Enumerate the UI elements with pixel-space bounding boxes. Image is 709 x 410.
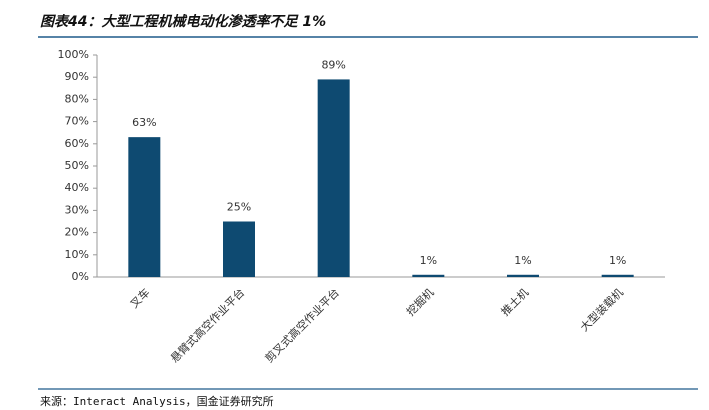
value-label: 25% — [227, 201, 251, 214]
bar — [412, 274, 445, 277]
value-label: 63% — [132, 116, 156, 129]
bar — [317, 79, 350, 277]
x-tick-label: 叉车 — [127, 285, 152, 310]
bar — [601, 274, 634, 277]
chart-title: 图表44：大型工程机械电动化渗透率不足 1% — [40, 13, 326, 30]
y-tick-label: 70% — [65, 115, 89, 128]
x-tick-label: 悬臂式高空作业平台 — [167, 285, 247, 365]
bar — [128, 137, 161, 277]
y-tick-label: 60% — [65, 137, 89, 150]
y-tick-label: 30% — [65, 203, 89, 216]
bar — [223, 221, 255, 277]
y-tick-label: 0% — [72, 270, 89, 283]
value-label: 1% — [420, 254, 437, 267]
x-tick-label: 推土机 — [498, 285, 531, 318]
source: 来源：Interact Analysis，国金证券研究所 — [40, 394, 274, 408]
x-tick-label: 挖掘机 — [403, 285, 436, 318]
y-tick-label: 40% — [65, 181, 89, 194]
x-tick-label: 剪叉式高空作业平台 — [262, 285, 342, 365]
value-label: 1% — [609, 254, 626, 267]
y-tick-label: 80% — [65, 92, 89, 105]
y-tick-label: 20% — [65, 226, 89, 239]
value-label: 1% — [514, 254, 531, 267]
bar — [507, 274, 539, 277]
y-tick-label: 50% — [65, 159, 89, 172]
y-tick-label: 100% — [58, 48, 89, 61]
value-label: 89% — [321, 58, 345, 71]
x-tick-label: 大型装载机 — [577, 285, 626, 334]
y-tick-label: 90% — [65, 70, 89, 83]
y-tick-label: 10% — [65, 248, 89, 261]
